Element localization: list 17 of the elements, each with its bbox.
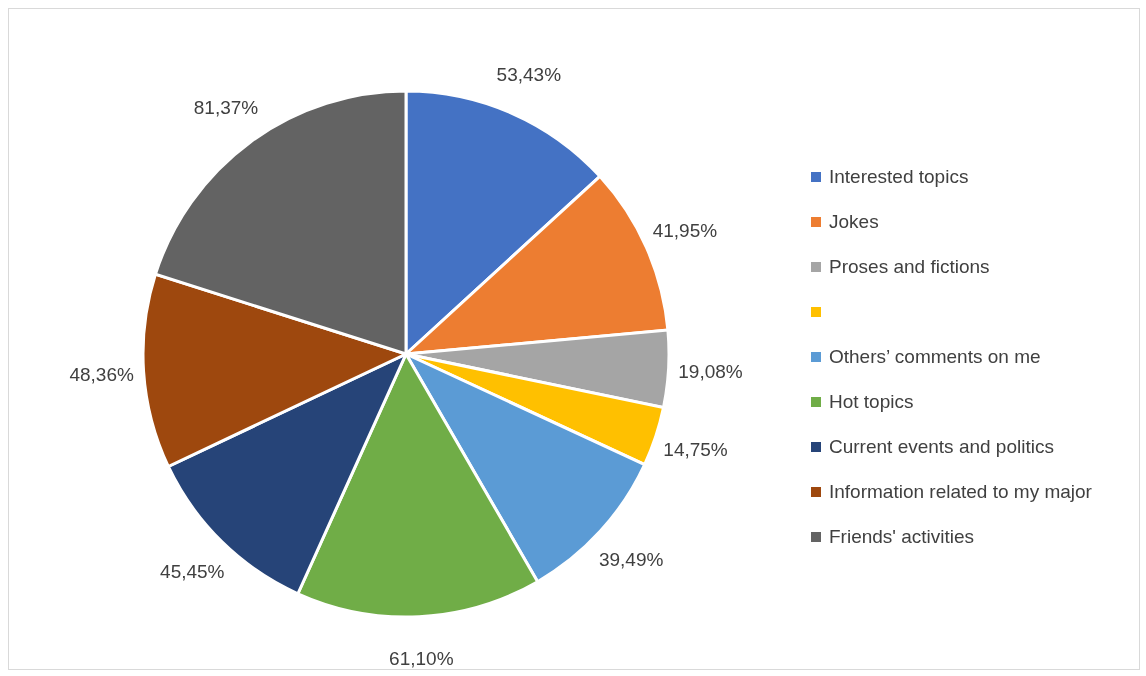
data-label: 81,37% — [193, 97, 259, 119]
data-label: 45,45% — [160, 561, 225, 583]
data-label: 39,49% — [598, 549, 664, 571]
legend-label: Interested topics — [829, 165, 969, 188]
data-label: 53,43% — [496, 64, 562, 86]
legend-label: Others’ comments on me — [829, 345, 1041, 368]
data-label: 14,75% — [663, 439, 728, 461]
legend-label: Information related to my major — [829, 480, 1092, 503]
legend-label: Proses and fictions — [829, 255, 990, 278]
data-label: 61,10% — [389, 648, 454, 670]
data-label: 41,95% — [652, 220, 718, 242]
legend-label: Hot topics — [829, 390, 914, 413]
legend-label: Friends' activities — [829, 525, 975, 548]
data-label: 19,08% — [678, 360, 743, 382]
data-label: 48,36% — [69, 363, 134, 385]
legend-label: Current events and politics — [829, 435, 1054, 458]
legend-label: Jokes — [829, 210, 879, 233]
